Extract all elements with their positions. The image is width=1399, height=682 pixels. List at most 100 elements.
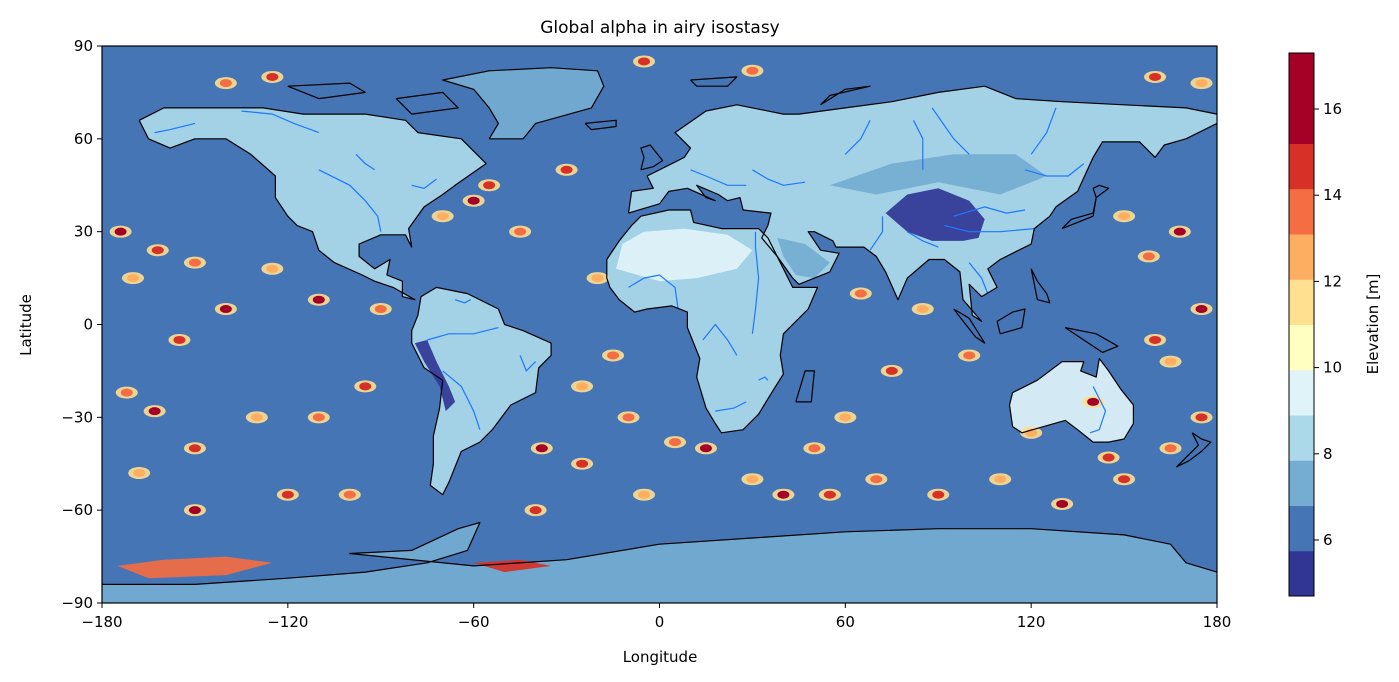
hotspot: [638, 57, 651, 66]
rivers-layer: [154, 107, 1107, 434]
region-tibet-high: [885, 188, 985, 241]
river: [931, 107, 970, 155]
hotspot: [932, 490, 945, 499]
colorbar-tick-label: 12: [1323, 272, 1342, 290]
hotspot: [312, 413, 325, 422]
region-greenland-ice: [442, 67, 604, 139]
river: [944, 224, 1035, 233]
y-axis-label: Latitude: [17, 294, 35, 356]
coastline: [640, 144, 664, 171]
region-north-america: [139, 107, 487, 300]
river: [519, 355, 537, 372]
coastline: [395, 91, 459, 115]
river: [752, 169, 806, 186]
hotspot: [281, 490, 294, 499]
hotspot: [607, 351, 620, 360]
colorbar-level: [1289, 143, 1314, 190]
hotspot: [1149, 335, 1162, 344]
region-weddell-shelf: [473, 559, 552, 573]
colorbar-level: [1289, 369, 1314, 416]
hotspot: [916, 305, 929, 314]
x-tick-label: −60: [458, 613, 490, 631]
coastlines-layer: [102, 67, 1217, 586]
x-tick-label: −120: [267, 613, 308, 631]
hotspot: [1195, 413, 1208, 422]
colorbar: [1289, 53, 1314, 597]
river: [912, 120, 924, 170]
colorbar-level: [1289, 415, 1314, 461]
hotspot: [560, 165, 573, 174]
colorbar-tick-label: 8: [1323, 445, 1333, 463]
river: [758, 376, 769, 381]
hotspot: [188, 444, 201, 453]
hotspot-layer: [109, 55, 1213, 517]
region-arabia-light: [777, 237, 830, 279]
coastline: [287, 82, 366, 100]
hotspot: [359, 382, 372, 391]
hotspot: [870, 475, 883, 484]
hotspot: [746, 66, 759, 75]
hotspot: [746, 475, 759, 484]
coastline: [606, 209, 819, 434]
x-tick-label: 120: [1017, 613, 1046, 631]
river: [411, 178, 437, 189]
hotspot: [148, 407, 161, 416]
coastline: [411, 286, 552, 496]
hotspot: [483, 181, 496, 190]
hotspot: [374, 305, 387, 314]
y-tick-label: 60: [74, 130, 93, 148]
x-tick-label: −180: [81, 613, 122, 631]
river: [241, 110, 320, 134]
colorbar-label: Elevation [m]: [1364, 274, 1382, 375]
hotspot: [133, 469, 146, 478]
river: [427, 327, 499, 341]
hotspot: [1173, 227, 1186, 236]
hotspot: [1087, 397, 1100, 406]
colorbar-level: [1289, 550, 1314, 597]
river: [844, 120, 871, 155]
hotspot: [529, 506, 542, 515]
colorbar-level: [1289, 505, 1314, 552]
hotspot: [126, 274, 139, 283]
coastline: [628, 122, 1217, 322]
hotspot: [188, 506, 201, 515]
river: [702, 323, 738, 356]
region-ross-shelf: [117, 556, 273, 579]
river: [1089, 386, 1107, 434]
coastline: [1176, 432, 1212, 468]
river: [1024, 163, 1085, 177]
hotspot: [114, 227, 127, 236]
hotspot: [823, 490, 836, 499]
hotspot: [436, 212, 449, 221]
coastline: [584, 119, 617, 131]
y-tick-label: 0: [83, 316, 93, 334]
river: [751, 231, 760, 334]
region-central-asia-light: [829, 154, 1047, 195]
hotspot: [699, 444, 712, 453]
coastline: [953, 308, 986, 344]
hotspot: [219, 305, 232, 314]
hotspot: [1195, 305, 1208, 314]
coastline: [996, 308, 1026, 335]
hotspot: [266, 72, 279, 81]
river: [355, 153, 375, 171]
hotspot: [963, 351, 976, 360]
region-antarctica: [102, 522, 1217, 603]
coastline: [1008, 357, 1135, 443]
y-axis: 90 60 30 0 −30 −60 −90: [61, 37, 102, 612]
river: [953, 206, 1026, 217]
hotspot: [173, 335, 186, 344]
hotspot: [576, 459, 589, 468]
hotspot: [622, 413, 635, 422]
hotspot: [151, 246, 164, 255]
coastline: [102, 521, 1217, 586]
coastline: [1061, 184, 1110, 230]
hotspot: [1164, 357, 1177, 366]
region-sahara-light: [616, 228, 753, 282]
region-south-america: [411, 287, 552, 495]
hotspot: [312, 295, 325, 304]
river: [318, 169, 382, 232]
hotspot: [1118, 475, 1131, 484]
hotspot: [467, 196, 480, 205]
colorbar-tick-label: 6: [1323, 531, 1333, 549]
